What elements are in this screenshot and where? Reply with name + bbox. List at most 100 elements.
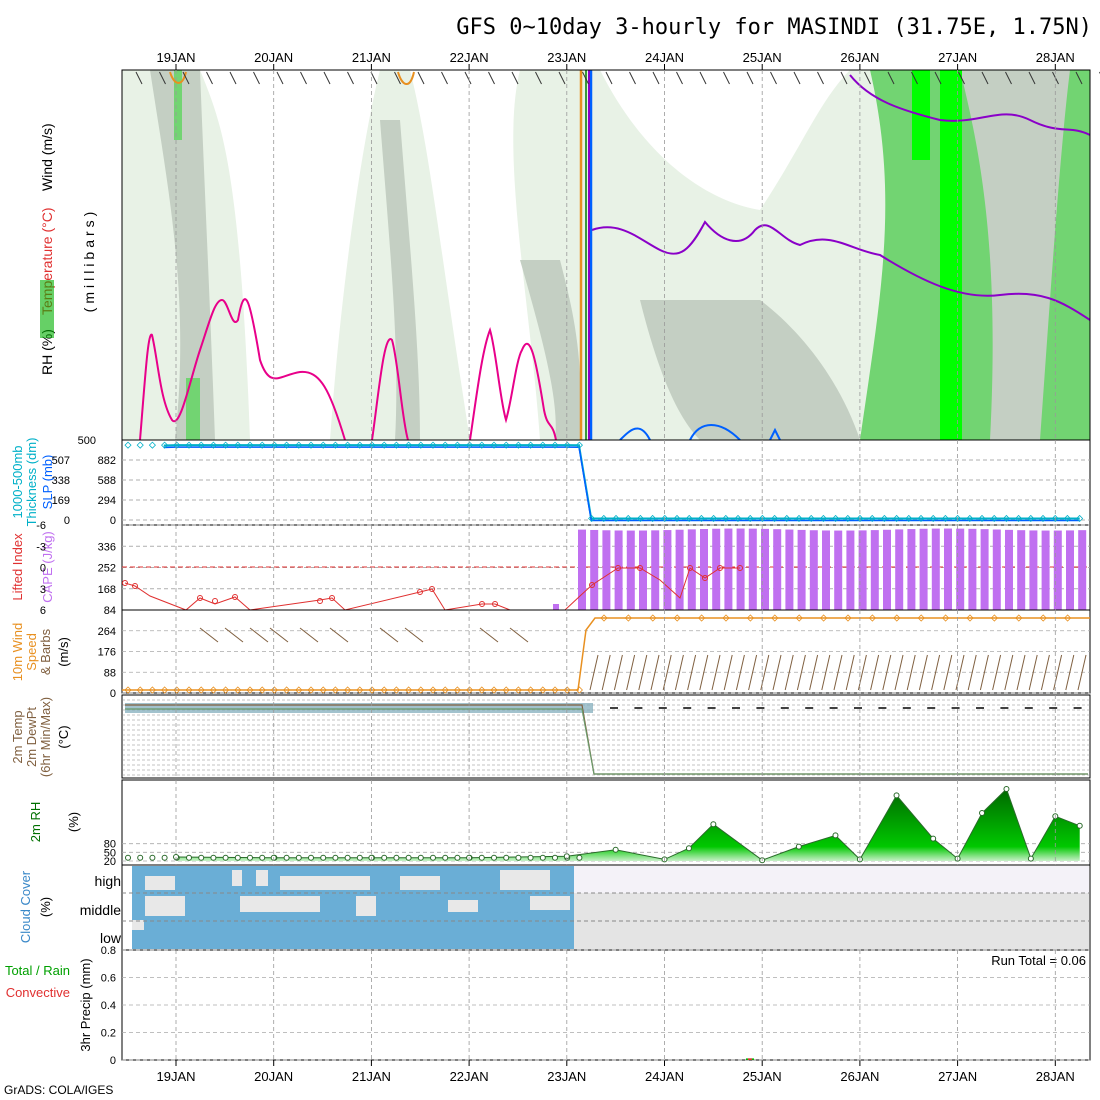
date-label-top: 20JAN (254, 50, 293, 65)
rh-marker (320, 854, 327, 861)
wind-barb (329, 627, 349, 643)
slp-label-3: SLP (mb) (40, 455, 55, 510)
rh-gray-area (380, 120, 420, 440)
slp-marker (612, 514, 620, 523)
wind-marker (820, 614, 828, 622)
slp-marker (783, 514, 791, 523)
upper-wind-barb (911, 71, 918, 85)
axis-tick-label: 264 (98, 626, 116, 638)
wind-barb (796, 654, 806, 691)
upper-wind-barb (488, 71, 495, 85)
slp-marker (209, 441, 217, 449)
wind-barb (379, 627, 399, 643)
li-marker (329, 595, 335, 601)
rh-gray-area (520, 260, 581, 440)
lifted-index-line (124, 567, 740, 611)
upper-label-wind: Wind (m/s) (39, 123, 55, 191)
slp-marker (1039, 514, 1047, 523)
upper-wind-barb (159, 71, 166, 85)
axis-tick-label: 338 (52, 475, 70, 487)
cape-bar (578, 529, 586, 610)
cape-bar (590, 529, 599, 610)
upper-wind-barb (535, 71, 542, 85)
rh-marker (186, 854, 192, 861)
rh-saturated-band (940, 70, 962, 440)
precip-label-1: Total / Rain (5, 963, 70, 978)
cape-bar (822, 530, 830, 610)
slp-label-2: Thickness (dm) (24, 438, 39, 527)
upper-wind-barb (206, 71, 213, 85)
cloud-label-2: (%) (38, 897, 53, 917)
date-label-bottom: 23JAN (547, 1069, 586, 1084)
cape-bar (602, 530, 611, 610)
cape-bar (968, 528, 977, 610)
rh-marker (612, 846, 619, 853)
cloud-gap (232, 870, 242, 886)
slp-marker (392, 441, 400, 449)
rh-clear-area (600, 70, 850, 210)
wind-barb (857, 654, 867, 691)
rh-marker (478, 854, 485, 861)
slp-line (163, 446, 1080, 522)
li-marker (212, 598, 218, 604)
slp-marker (673, 514, 681, 523)
upper-wind-barb (370, 71, 378, 85)
slp-marker (148, 441, 156, 449)
cloud-gap (280, 876, 370, 890)
rh-marker (149, 854, 156, 861)
wind-marker (673, 614, 681, 622)
upper-wind-barb (347, 71, 354, 85)
upper-wind-barb (229, 71, 237, 85)
axis-tick-label: 588 (98, 475, 116, 487)
cape-label-cape: CAPE (J/kg) (40, 531, 55, 603)
date-label-bottom: 19JAN (156, 1069, 195, 1084)
wind-barb (833, 654, 843, 691)
rh-marker (515, 854, 522, 861)
slp-marker (307, 441, 315, 449)
slp-marker (685, 514, 693, 523)
slp-marker (978, 514, 986, 523)
slp-marker (453, 441, 461, 449)
wind-barb (699, 654, 709, 691)
axis-tick-label: 252 (98, 563, 116, 575)
cape-bar (846, 530, 855, 610)
upper-wind-barb (817, 71, 824, 85)
wind-barb (845, 654, 855, 691)
date-label-bottom: 24JAN (645, 1069, 684, 1084)
rh-marker (442, 854, 449, 861)
cloud-gap (500, 870, 550, 890)
cape-bar (992, 529, 1001, 610)
slp-marker (490, 441, 498, 449)
cape-bar (919, 528, 928, 610)
date-label-bottom: 22JAN (450, 1069, 489, 1084)
slp-marker (124, 441, 132, 449)
cape-bar (761, 528, 769, 610)
slp-marker (917, 514, 925, 523)
rh-marker (795, 843, 802, 850)
wind-barb (955, 654, 965, 691)
wind-marker (844, 614, 852, 622)
cape-bar (1005, 529, 1013, 610)
wind-label-2: Speed (24, 633, 39, 671)
slp-marker (1051, 514, 1059, 523)
slp-marker (344, 441, 352, 449)
slp-marker (1002, 514, 1010, 523)
wind-barb (723, 654, 733, 691)
wind-marker (722, 614, 730, 622)
cape-label-li: Lifted Index (10, 533, 25, 601)
rh-marker (405, 854, 412, 861)
wind-barb (662, 654, 672, 691)
wind-marker (746, 614, 754, 622)
upper-wind-barb (558, 71, 566, 85)
cape-bar (1017, 530, 1026, 610)
slp-marker (746, 514, 754, 523)
wind-marker (795, 614, 803, 622)
wind-barb (943, 654, 953, 691)
slp-marker (856, 514, 864, 523)
wind-marker (917, 614, 925, 622)
rh-label-2: (%) (66, 812, 81, 832)
cloud-gap (145, 876, 175, 890)
cloud-level-middle: middle (80, 902, 121, 918)
upper-wind-barb (1075, 71, 1083, 85)
wind-barb (626, 654, 636, 691)
